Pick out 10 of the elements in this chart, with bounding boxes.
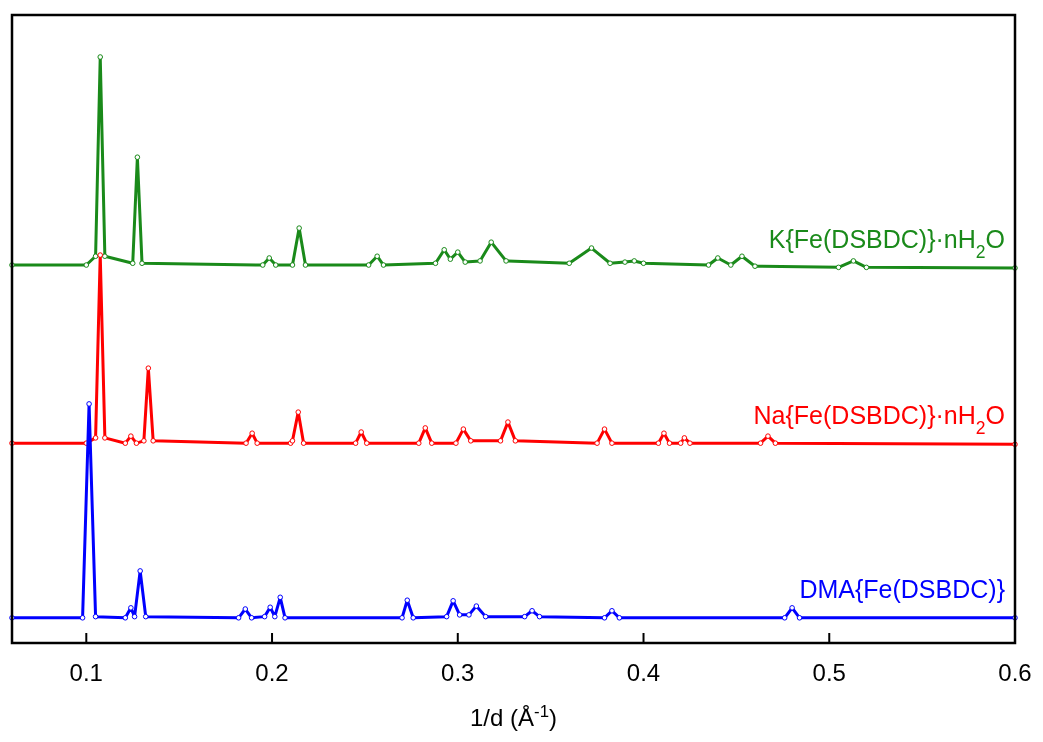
x-tick-label: 0.1 xyxy=(69,659,103,686)
x-tick-label: 0.3 xyxy=(441,659,475,686)
x-tick-label: 0.5 xyxy=(812,659,846,686)
series-label: K{Fe(DSBDC)}·nH$_{2}$O xyxy=(768,224,1005,262)
series-label: DMA{Fe(DSBDC)} xyxy=(799,574,1005,603)
series-label: Na{Fe(DSBDC)}·nH$_{2}$O xyxy=(753,401,1005,439)
x-tick-label: 0.6 xyxy=(998,659,1032,686)
x-axis-title: 1/d (Å$^{-1}$) xyxy=(470,701,557,731)
x-tick-label: 0.4 xyxy=(626,659,661,686)
x-tick-label: 0.2 xyxy=(255,659,289,686)
